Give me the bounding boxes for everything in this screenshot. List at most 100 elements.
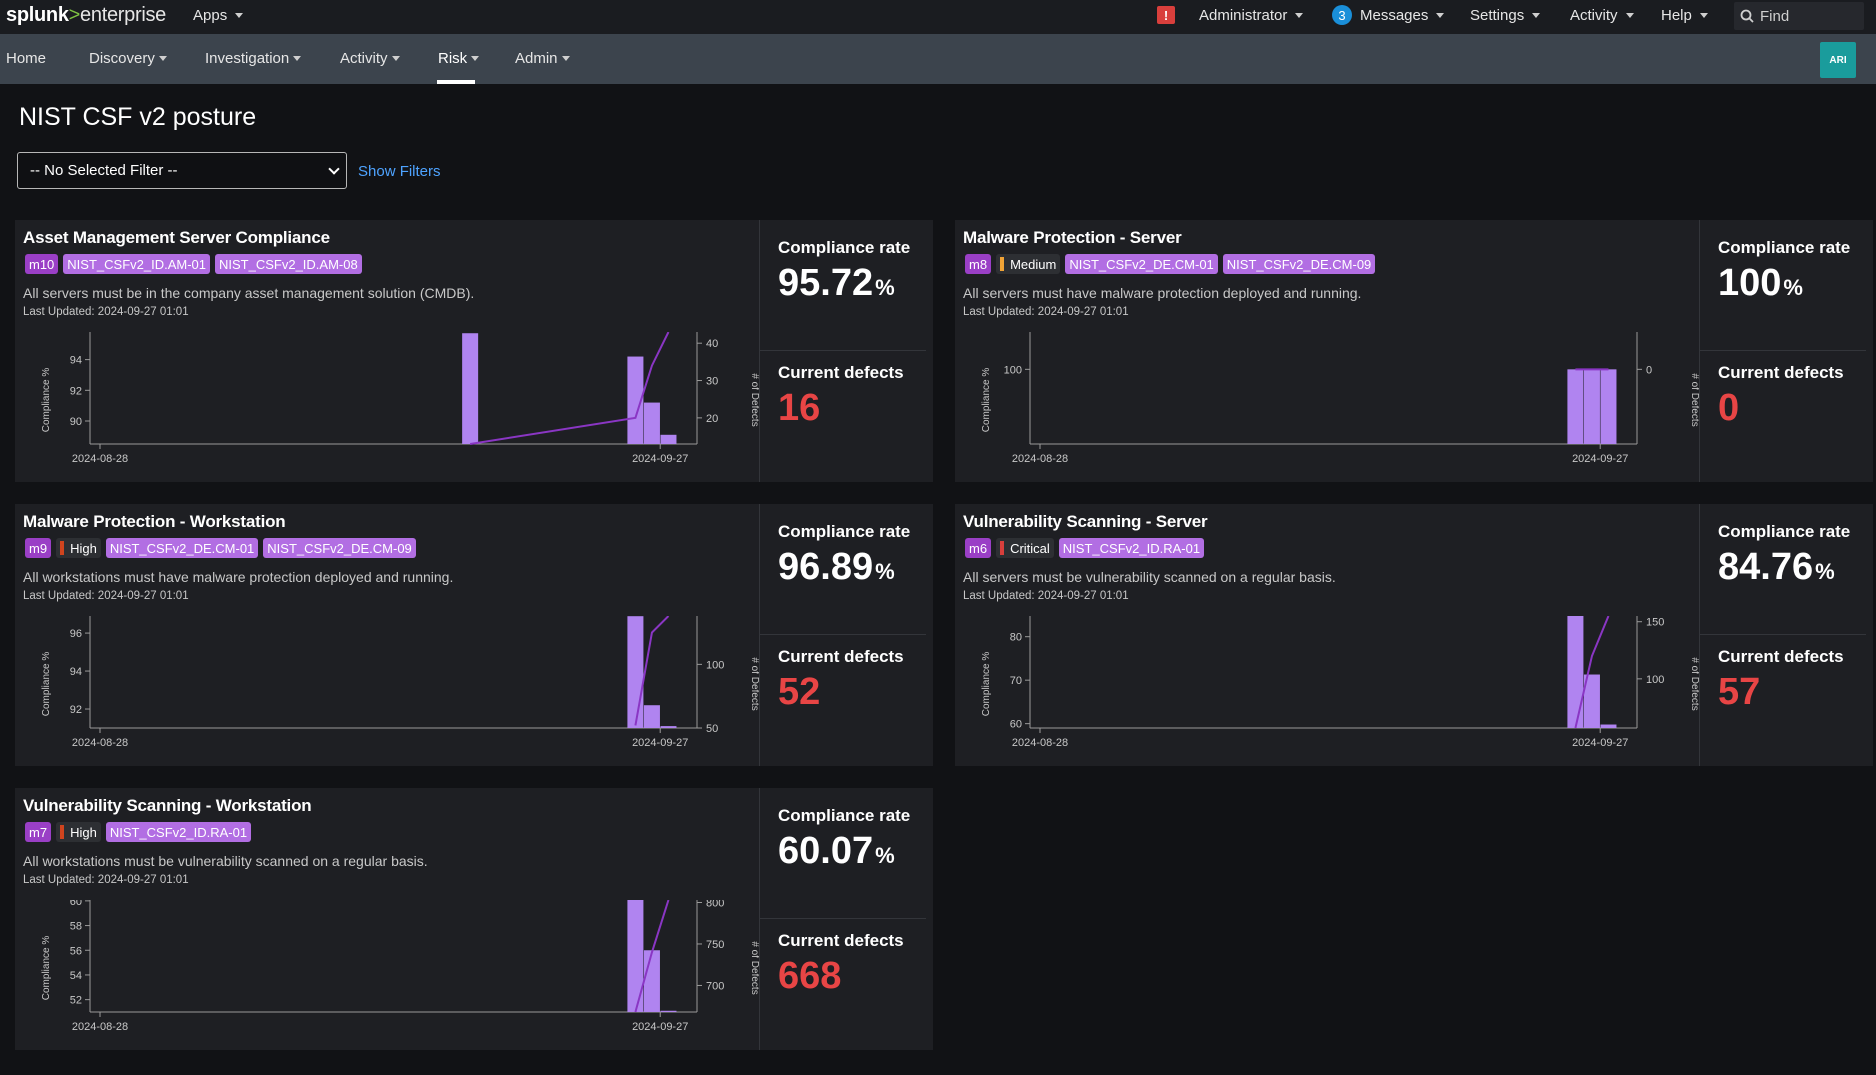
panel-title[interactable]: Malware Protection - Server: [963, 228, 1182, 247]
panel-chart-area: Vulnerability Scanning - Workstation m7 H…: [15, 788, 759, 1050]
settings-menu[interactable]: Settings: [1470, 7, 1541, 24]
nist-tag[interactable]: NIST_CSFv2_DE.CM-09: [1222, 254, 1376, 274]
nav-risk-label: Risk: [438, 50, 468, 67]
y-tick-label-right: 20: [706, 413, 718, 425]
compliance-rate-value: 95.72%: [778, 262, 895, 305]
nist-tag[interactable]: NIST_CSFv2_ID.AM-08: [215, 254, 362, 274]
x-tick-label: 2024-08-28: [72, 737, 128, 749]
y-tick-label-right: 150: [1646, 617, 1664, 629]
metric-id-tag[interactable]: m7: [25, 822, 52, 842]
panel-last-updated: Last Updated: 2024-09-27 01:01: [963, 306, 1129, 318]
compliance-rate-value: 100%: [1718, 262, 1803, 305]
compliance-trend-chart[interactable]: 60 70 80 100 150 2024-08-28 2024-09-27 Complian…: [955, 616, 1699, 766]
y-tick-label-left: 70: [1010, 675, 1022, 687]
compliance-rate-value: 96.89%: [778, 546, 895, 589]
panel-title[interactable]: Malware Protection - Workstation: [23, 512, 286, 531]
app-nav-bar: Home Discovery Investigation Activity Ri…: [0, 34, 1876, 84]
metric-id-tag[interactable]: m10: [25, 254, 59, 274]
compliance-bar: [462, 333, 479, 444]
chevron-down-icon: [471, 56, 480, 61]
chevron-down-icon: [1295, 13, 1304, 18]
defects-line: [634, 616, 670, 726]
defects-line: [634, 900, 670, 1013]
chevron-down-icon: [561, 56, 570, 61]
current-defects-label: Current defects: [778, 647, 904, 666]
avatar[interactable]: ARI: [1820, 42, 1856, 78]
filter-select[interactable]: -- No Selected Filter --: [17, 152, 347, 189]
panel-title[interactable]: Asset Management Server Compliance: [23, 228, 330, 247]
nist-tag[interactable]: NIST_CSFv2_DE.CM-01: [105, 538, 259, 558]
help-menu[interactable]: Help: [1661, 7, 1708, 24]
find-input[interactable]: Find: [1734, 2, 1864, 30]
y-tick-label-right: 30: [706, 376, 718, 388]
compliance-bar: [1583, 369, 1600, 444]
alert-icon[interactable]: !: [1157, 6, 1175, 24]
chevron-down-icon: [1532, 13, 1541, 18]
severity-tag[interactable]: High: [56, 538, 101, 558]
nav-risk[interactable]: Risk: [438, 50, 480, 67]
severity-tag[interactable]: Medium: [996, 254, 1061, 274]
panel-title[interactable]: Vulnerability Scanning - Workstation: [23, 796, 312, 815]
x-tick-label: 2024-08-28: [1012, 453, 1068, 465]
y-tick-label-left: 56: [70, 945, 82, 957]
nav-investigation[interactable]: Investigation: [205, 50, 302, 67]
show-filters-link[interactable]: Show Filters: [358, 163, 441, 180]
y-axis-title-left: Compliance %: [981, 652, 992, 717]
nist-tag[interactable]: NIST_CSFv2_DE.CM-09: [263, 538, 416, 558]
severity-tag[interactable]: High: [56, 822, 101, 842]
compliance-bar: [660, 1010, 677, 1012]
settings-label: Settings: [1470, 7, 1525, 24]
y-axis-title-right: # of Defects: [1689, 373, 1699, 426]
nist-tag[interactable]: NIST_CSFv2_DE.CM-01: [1065, 254, 1218, 274]
compliance-trend-chart[interactable]: 92 94 96 50 100 2024-08-28 2024-09-27 Complianc…: [15, 616, 759, 766]
y-axis-title-right: # of Defects: [749, 657, 759, 710]
nist-tag[interactable]: NIST_CSFv2_ID.RA-01: [105, 822, 252, 842]
nav-admin[interactable]: Admin: [515, 50, 570, 67]
nist-tag[interactable]: NIST_CSFv2_ID.AM-01: [63, 254, 210, 274]
nav-home[interactable]: Home: [6, 50, 46, 67]
kpi-divider: [760, 350, 926, 351]
x-tick-label: 2024-09-27: [1572, 453, 1628, 465]
panel-chart-area: Malware Protection - Server m8 Medium NIST…: [955, 220, 1699, 482]
chevron-down-icon: [293, 56, 302, 61]
x-tick-label: 2024-08-28: [72, 1021, 128, 1033]
chevron-down-icon: [391, 56, 400, 61]
metric-id-tag[interactable]: m9: [25, 538, 52, 558]
nist-tag[interactable]: NIST_CSFv2_ID.RA-01: [1058, 538, 1205, 558]
apps-menu[interactable]: Apps: [193, 7, 244, 24]
messages-menu[interactable]: 3 Messages: [1332, 5, 1445, 25]
compliance-trend-chart[interactable]: 52 54 56 58 60 700 750 800 2024-08-28 2024-09-27 C…: [15, 900, 759, 1050]
nav-discovery-label: Discovery: [89, 50, 155, 67]
activity-menu[interactable]: Activity: [1570, 7, 1634, 24]
kpi-divider: [760, 634, 926, 635]
current-defects-value: 52: [778, 671, 821, 713]
panel-title[interactable]: Vulnerability Scanning - Server: [963, 512, 1208, 531]
administrator-menu[interactable]: Administrator: [1199, 7, 1304, 24]
panel-description: All workstations must have malware prote…: [23, 569, 454, 585]
compliance-trend-chart[interactable]: 90 92 94 20 30 40 2024-08-28 2024-09-27 Complian…: [15, 332, 759, 482]
compliance-bar: [643, 705, 660, 728]
nav-discovery[interactable]: Discovery: [89, 50, 167, 67]
severity-bar: [60, 825, 65, 839]
metric-id-tag[interactable]: m6: [965, 538, 992, 558]
severity-tag[interactable]: Critical: [996, 538, 1054, 558]
metric-id-tag[interactable]: m8: [965, 254, 992, 274]
chevron-down-icon: [1699, 13, 1708, 18]
y-tick-label-right: 700: [706, 980, 724, 992]
current-defects-label: Current defects: [778, 931, 904, 950]
nav-activity[interactable]: Activity: [340, 50, 400, 67]
splunk-logo[interactable]: splunk>enterprise: [6, 4, 166, 27]
y-axis-title-left: Compliance %: [981, 368, 992, 433]
compliance-trend-chart[interactable]: 100 0 2024-08-28 2024-09-27 Compliance % # of…: [955, 332, 1699, 482]
y-tick-label-right: 0: [1646, 364, 1652, 376]
y-tick-label-left: 94: [70, 355, 82, 367]
x-tick-label: 2024-09-27: [632, 1021, 688, 1033]
current-defects-value: 16: [778, 387, 821, 429]
metric-panel: Malware Protection - Workstation m9 High N…: [15, 504, 933, 766]
panel-description: All servers must have malware protection…: [963, 285, 1362, 301]
compliance-rate-unit: %: [875, 559, 895, 584]
compliance-bar: [1567, 616, 1584, 728]
compliance-rate-number: 95.72: [778, 262, 874, 304]
defects-line: [469, 332, 670, 445]
y-axis-title-right: # of Defects: [749, 941, 759, 994]
